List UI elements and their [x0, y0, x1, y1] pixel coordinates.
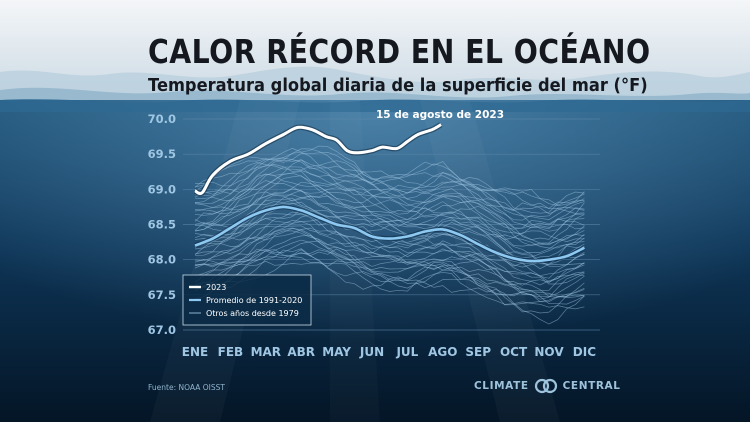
- other-year-line: [194, 195, 585, 249]
- x-tick-label: SEP: [465, 345, 491, 359]
- legend-label-other-years: Otros años desde 1979: [206, 309, 299, 318]
- y-tick-label: 69.0: [148, 182, 176, 196]
- y-tick-label: 68.5: [148, 218, 176, 232]
- y-tick-label: 67.0: [148, 323, 176, 337]
- y-tick-label: 68.0: [148, 253, 176, 267]
- other-year-line: [194, 175, 585, 246]
- legend: 2023 Promedio de 1991-2020 Otros años de…: [182, 274, 312, 326]
- other-year-line: [194, 148, 585, 215]
- y-tick-label: 67.5: [148, 288, 176, 302]
- legend-label-average: Promedio de 1991-2020: [206, 296, 302, 305]
- x-tick-label: JUL: [395, 345, 418, 359]
- x-tick-label: OCT: [500, 345, 528, 359]
- other-year-line: [194, 164, 585, 221]
- other-year-line: [194, 160, 585, 214]
- chart-subtitle: Temperatura global diaria de la superfic…: [148, 76, 648, 96]
- y-tick-labels: 67.0 67.5 68.0 68.5 69.0 69.5 70.0: [148, 112, 176, 337]
- other-year-line: [194, 170, 585, 240]
- other-year-line: [194, 191, 585, 242]
- record-line-2023: [194, 123, 442, 196]
- y-tick-label: 69.5: [148, 147, 176, 161]
- other-year-line: [194, 159, 585, 232]
- x-tick-label: MAY: [322, 345, 351, 359]
- x-tick-label: AGO: [428, 345, 457, 359]
- other-year-line: [194, 230, 585, 286]
- x-tick-label: JUN: [359, 345, 384, 359]
- other-year-line: [194, 159, 585, 220]
- average-line-group: [194, 204, 586, 264]
- other-year-line: [194, 227, 585, 292]
- x-tick-label: ENE: [182, 345, 208, 359]
- other-year-line: [194, 260, 585, 310]
- other-year-line: [194, 248, 585, 314]
- brand-word-central: CENTRAL: [562, 380, 621, 392]
- x-tick-label: DIC: [573, 345, 596, 359]
- climate-central-logo: CLIMATE CENTRAL: [474, 376, 621, 396]
- other-year-line: [194, 227, 585, 300]
- record-line-group: [193, 122, 443, 197]
- other-year-line: [194, 227, 585, 285]
- legend-label-2023: 2023: [206, 283, 226, 292]
- x-tick-label: NOV: [534, 345, 564, 359]
- brand-word-climate: CLIMATE: [474, 380, 529, 392]
- x-tick-label: FEB: [218, 345, 244, 359]
- average-line: [194, 205, 585, 263]
- other-year-line: [194, 234, 585, 298]
- other-year-line: [194, 239, 585, 303]
- other-year-line: [194, 166, 585, 230]
- chart-title: CALOR RÉCORD EN EL OCÉANO: [148, 32, 651, 71]
- other-year-line: [194, 194, 585, 254]
- other-year-line: [194, 197, 585, 259]
- y-tick-label: 70.0: [148, 112, 176, 126]
- record-annotation: 15 de agosto de 2023: [376, 109, 504, 121]
- x-tick-labels: ENE FEB MAR ABR MAY JUN JUL AGO SEP OCT NOV DIC: [182, 345, 596, 359]
- legend-box: [182, 274, 312, 326]
- two-interlocking-circles-icon: [534, 378, 557, 394]
- source-note: Fuente: NOAA OISST: [148, 383, 225, 392]
- other-year-line: [194, 248, 585, 298]
- other-year-line: [194, 214, 585, 283]
- other-year-line: [194, 145, 585, 206]
- x-tick-label: MAR: [251, 345, 281, 359]
- other-year-line: [194, 225, 585, 277]
- x-tick-label: ABR: [287, 345, 315, 359]
- other-year-line: [194, 172, 585, 229]
- other-year-line: [194, 152, 585, 206]
